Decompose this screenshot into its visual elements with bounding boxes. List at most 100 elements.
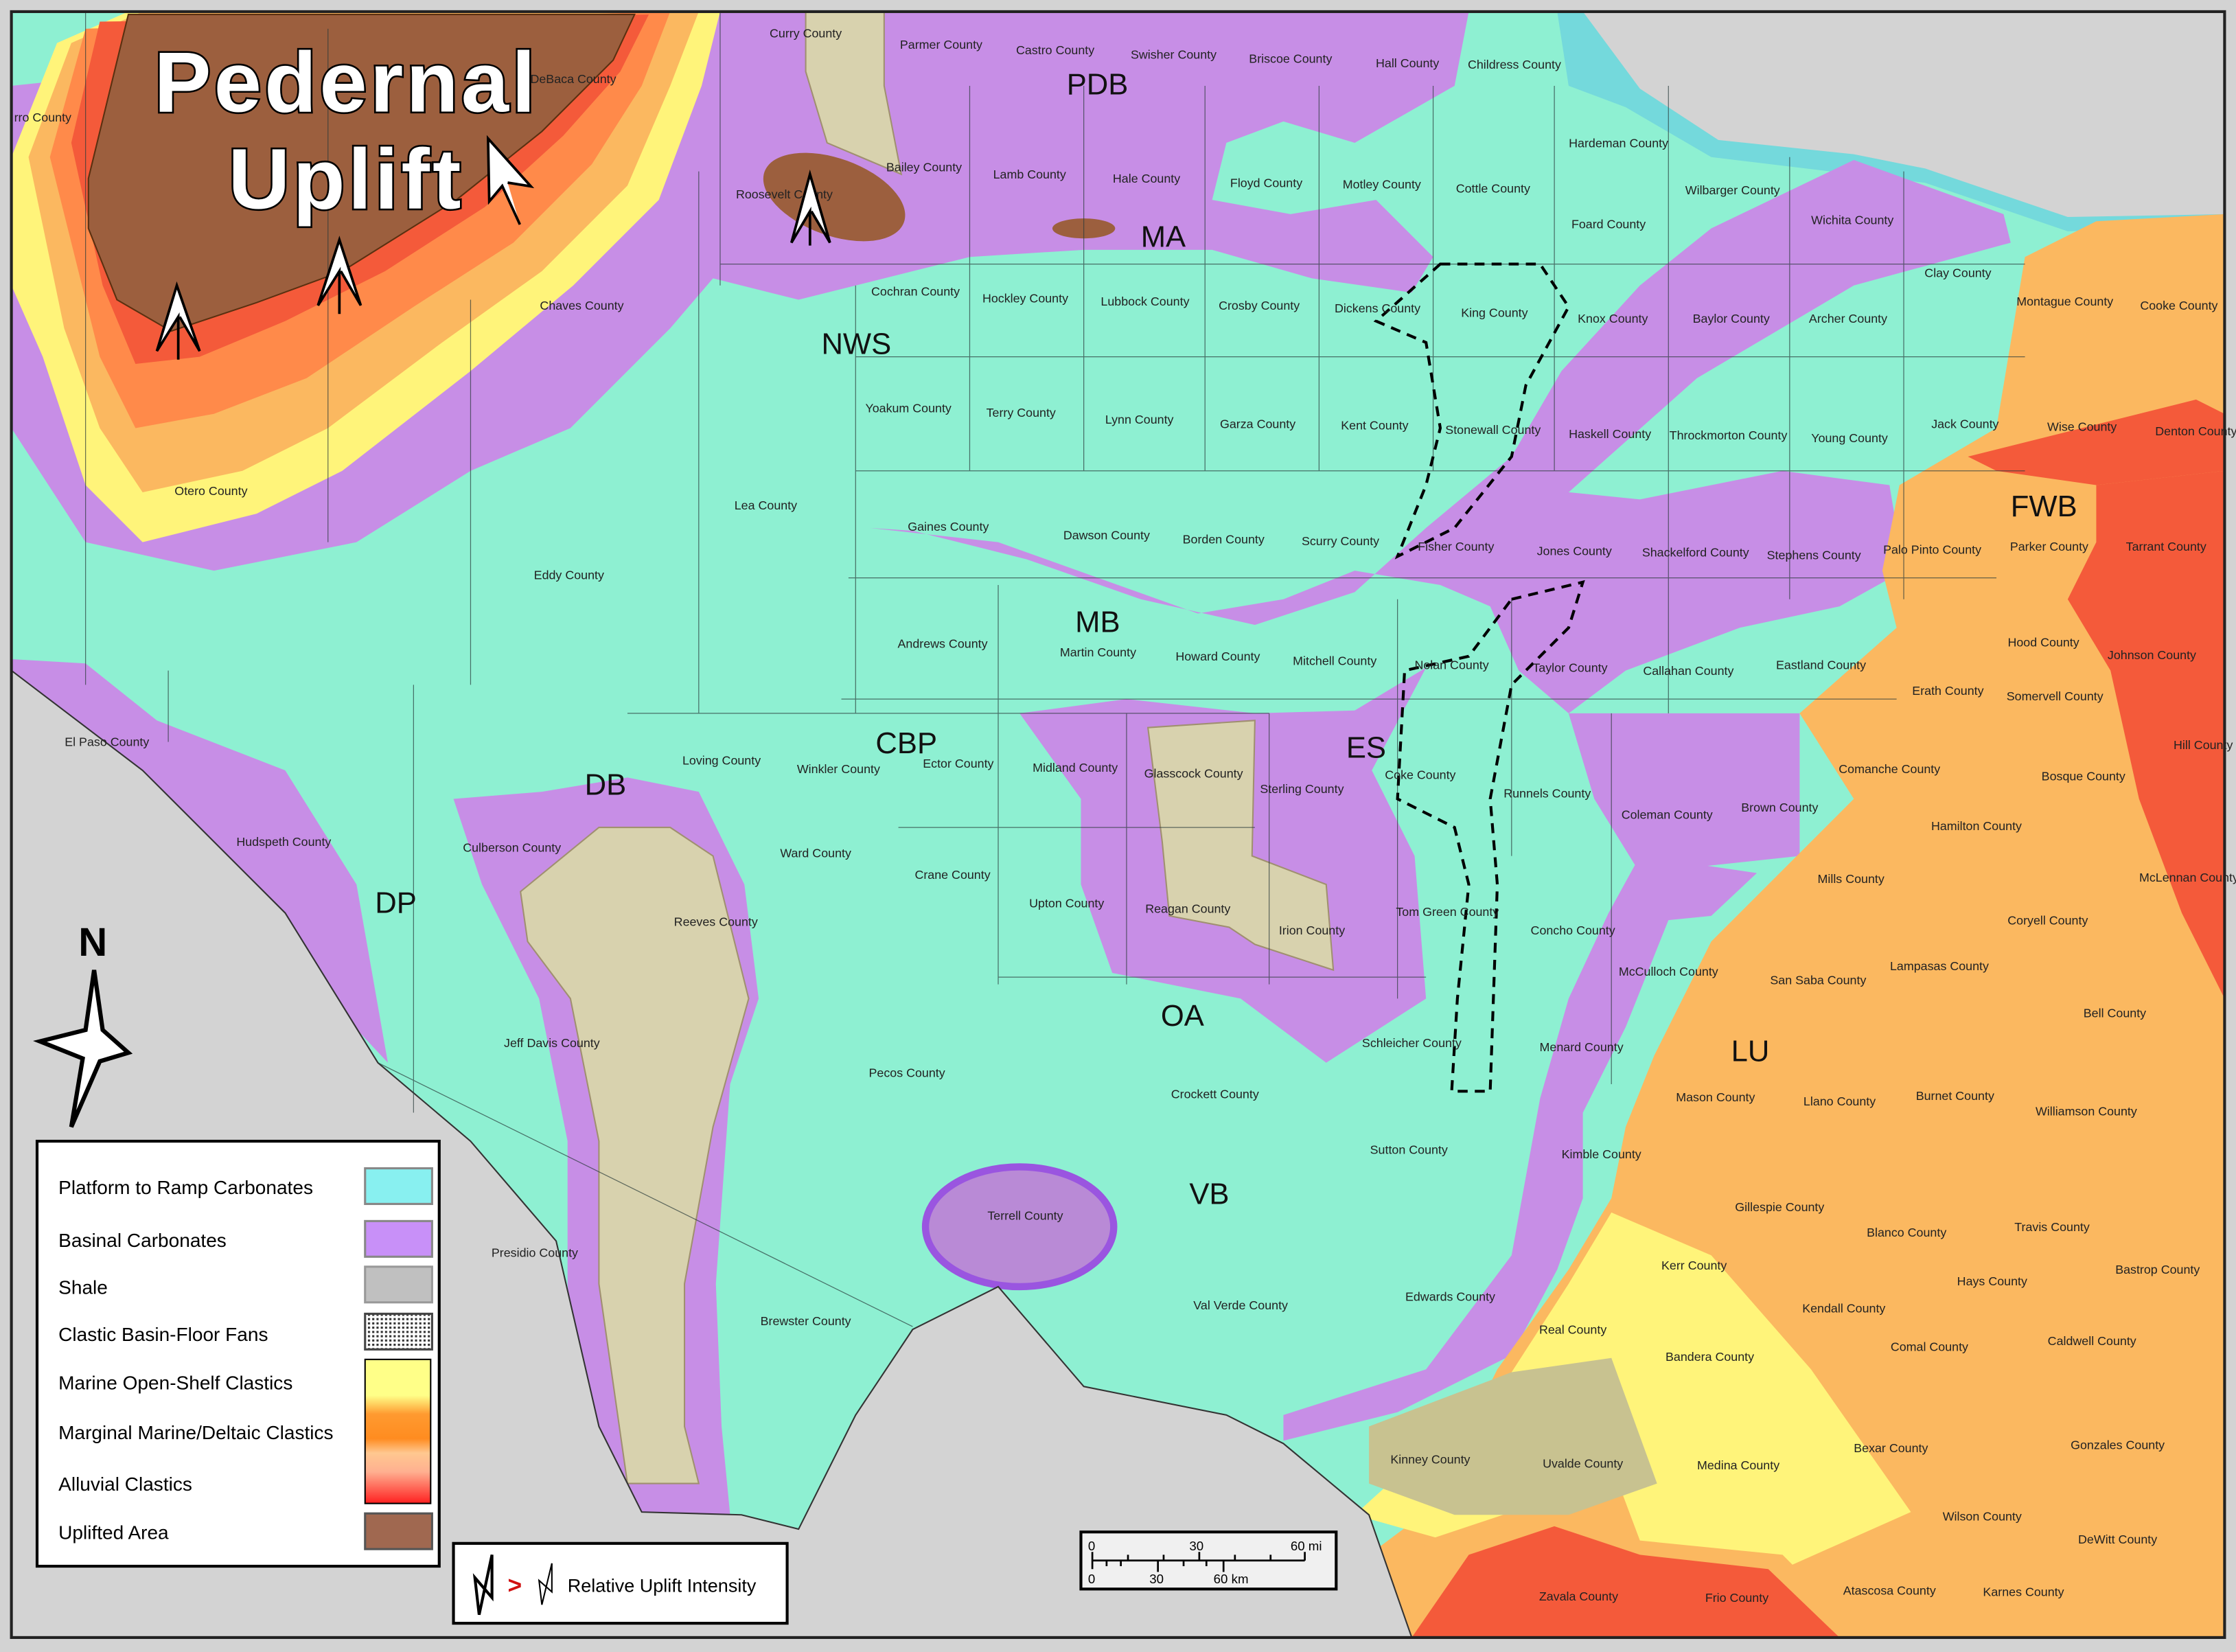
county-label: Denton County bbox=[2155, 424, 2236, 438]
county-label: El Paso County bbox=[65, 735, 149, 749]
county-label: Bastrop County bbox=[2115, 1263, 2200, 1276]
county-label: Frio County bbox=[1705, 1591, 1768, 1605]
uplift-arrow-icon bbox=[316, 236, 362, 314]
shale-areas bbox=[520, 10, 1657, 1515]
county-label: Presidio County bbox=[492, 1246, 578, 1259]
county-label: Stephens County bbox=[1767, 549, 1861, 562]
county-label: Hays County bbox=[1957, 1274, 2027, 1288]
county-label: Burnet County bbox=[1916, 1089, 1994, 1103]
county-label: Briscoe County bbox=[1249, 52, 1332, 66]
county-label: Lynn County bbox=[1105, 413, 1174, 426]
county-label: Karnes County bbox=[1983, 1585, 2064, 1599]
county-label: Bosque County bbox=[2042, 770, 2125, 783]
county-label: Shackelford County bbox=[1642, 545, 1749, 559]
county-label: Brown County bbox=[1741, 801, 1818, 814]
county-label: Hale County bbox=[1113, 172, 1180, 185]
county-label: Reagan County bbox=[1145, 902, 1230, 916]
county-label: Comanche County bbox=[1839, 762, 1940, 776]
legend-swatch-shale bbox=[364, 1265, 433, 1304]
county-label: Winkler County bbox=[797, 762, 880, 776]
county-label: Coryell County bbox=[2007, 913, 2088, 927]
county-label: Llano County bbox=[1803, 1094, 1876, 1108]
county-label: Caldwell County bbox=[2048, 1334, 2136, 1348]
county-label: Fisher County bbox=[1418, 540, 1494, 553]
county-label: Motley County bbox=[1343, 178, 1421, 192]
county-label: Palo Pinto County bbox=[1883, 542, 1981, 556]
legend-label-platform: Platform to Ramp Carbonates bbox=[58, 1177, 313, 1198]
oklahoma-area bbox=[1568, 11, 2225, 218]
county-label: Blanco County bbox=[1867, 1226, 1946, 1239]
eastern-shelf-dashed-outline bbox=[1373, 262, 1585, 1093]
legend-label-fans: Clastic Basin-Floor Fans bbox=[58, 1324, 268, 1345]
county-label: Borden County bbox=[1183, 533, 1265, 547]
county-label: Reeves County bbox=[674, 915, 758, 928]
county-label: Somervell County bbox=[2007, 689, 2104, 703]
county-label: Schleicher County bbox=[1362, 1036, 1462, 1050]
county-label: Archer County bbox=[1809, 312, 1887, 325]
region-label-db: DB bbox=[585, 768, 627, 801]
county-label: Uvalde County bbox=[1543, 1457, 1623, 1471]
uplift-arrow-icon bbox=[155, 281, 201, 360]
region-label-dp: DP bbox=[375, 887, 417, 920]
county-label: Bell County bbox=[2084, 1006, 2146, 1020]
county-label: Sterling County bbox=[1260, 782, 1344, 796]
county-label: Mason County bbox=[1676, 1090, 1755, 1104]
county-label: Andrews County bbox=[897, 636, 987, 650]
county-label: Tarrant County bbox=[2126, 540, 2206, 553]
region-label-es: ES bbox=[1346, 731, 1386, 764]
county-label: Kent County bbox=[1341, 419, 1408, 433]
legend-label-shale: Shale bbox=[58, 1276, 108, 1298]
county-label: Ector County bbox=[923, 757, 993, 770]
legend-swatch-clastics-gradient bbox=[364, 1358, 432, 1504]
county-label: Gillespie County bbox=[1735, 1200, 1824, 1214]
county-label: Wichita County bbox=[1811, 213, 1893, 227]
county-label: Crosby County bbox=[1219, 299, 1300, 312]
region-label-vb: VB bbox=[1189, 1178, 1229, 1211]
county-label: DeBaca County bbox=[530, 72, 616, 86]
legend-label-shelf: Marine Open-Shelf Clastics bbox=[58, 1372, 292, 1393]
county-label: McLennan County bbox=[2139, 871, 2236, 884]
county-label: Kendall County bbox=[1802, 1301, 1885, 1315]
county-label: Curry County bbox=[770, 26, 842, 40]
county-label: Loving County bbox=[682, 754, 761, 768]
scale-km-60: 60 km bbox=[1214, 1572, 1249, 1586]
county-label: Concho County bbox=[1531, 923, 1615, 937]
county-label: Baylor County bbox=[1693, 312, 1770, 325]
county-label: Edwards County bbox=[1405, 1290, 1495, 1304]
county-label: Terrell County bbox=[987, 1208, 1063, 1222]
county-label: Atascosa County bbox=[1843, 1584, 1936, 1598]
scale-km-30: 30 bbox=[1149, 1572, 1164, 1586]
county-label: Erath County bbox=[1912, 684, 1983, 698]
region-label-pdb: PDB bbox=[1067, 68, 1129, 101]
north-arrow-icon bbox=[33, 970, 133, 1128]
region-labels: PDB MA NWS MB CBP DB DP ES OA VB LU FWB bbox=[375, 68, 2077, 1211]
county-label: Childress County bbox=[1468, 58, 1561, 71]
legend-swatch-fans bbox=[364, 1312, 433, 1351]
county-label: Menard County bbox=[1540, 1040, 1624, 1054]
county-label: Williamson County bbox=[2036, 1105, 2137, 1118]
county-label: Bandera County bbox=[1666, 1350, 1754, 1364]
county-label: Terry County bbox=[987, 406, 1056, 420]
county-label: Montague County bbox=[2016, 295, 2113, 308]
county-label: Parker County bbox=[2010, 540, 2088, 553]
county-label: Cottle County bbox=[1456, 182, 1530, 196]
map-title-line2: Uplift bbox=[228, 132, 463, 227]
county-label: Floyd County bbox=[1230, 176, 1302, 190]
legend: Platform to Ramp Carbonates Basinal Carb… bbox=[35, 1139, 441, 1568]
county-label: Crockett County bbox=[1171, 1088, 1259, 1101]
uplift-arrows bbox=[155, 135, 831, 360]
region-label-fwb: FWB bbox=[2011, 490, 2077, 523]
county-label: King County bbox=[1461, 306, 1528, 319]
uplift-arrow-icon bbox=[790, 169, 831, 246]
county-label: Dickens County bbox=[1335, 301, 1420, 315]
county-label: Swisher County bbox=[1131, 47, 1217, 61]
county-label: Upton County bbox=[1029, 896, 1104, 910]
legend-label-deltaic: Marginal Marine/Deltaic Clastics bbox=[58, 1422, 333, 1443]
county-label: Hockley County bbox=[982, 292, 1068, 306]
county-label: Hill County bbox=[2174, 738, 2233, 752]
county-label: Foard County bbox=[1571, 218, 1646, 231]
region-label-cbp: CBP bbox=[875, 727, 937, 760]
county-label: Hamilton County bbox=[1931, 819, 2022, 833]
county-label: DeWitt County bbox=[2078, 1533, 2157, 1546]
